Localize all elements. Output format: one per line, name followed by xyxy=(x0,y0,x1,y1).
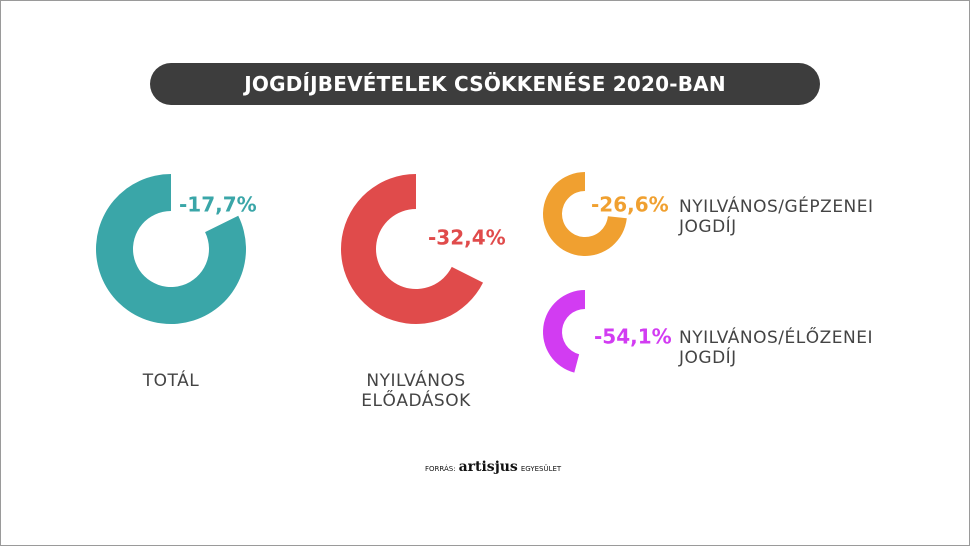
chart-title: JOGDÍJBEVÉTELEK CSÖKKENÉSE 2020-BAN xyxy=(244,72,726,96)
donut-caption-3: JOGDÍJ xyxy=(678,215,737,237)
source-prefix: FORRÁS: xyxy=(425,465,456,473)
donut-arc-3 xyxy=(543,172,627,257)
donut-caption-2: ELŐADÁSOK xyxy=(361,389,471,411)
source-credit: FORRÁS: artisjus EGYESÜLET xyxy=(425,459,561,475)
donut-arc-1 xyxy=(96,174,246,324)
donut-caption-2: NYILVÁNOS xyxy=(366,369,465,391)
donut-arc-2 xyxy=(341,174,484,324)
title-banner: JOGDÍJBEVÉTELEK CSÖKKENÉSE 2020-BAN xyxy=(150,63,820,105)
donut-value-label-4: -54,1% xyxy=(594,325,672,349)
donut-value-label-3: -26,6% xyxy=(591,193,669,217)
donut-value-label-2: -32,4% xyxy=(428,226,506,250)
donut-caption-3: NYILVÁNOS/GÉPZENEI xyxy=(679,195,874,217)
artisjus-logo: artisjus xyxy=(458,459,518,475)
donut-value-label-1: -17,7% xyxy=(179,193,257,217)
donut-caption-4: NYILVÁNOS/ÉLŐZENEI xyxy=(679,326,873,348)
donut-caption-1: TOTÁL xyxy=(142,369,199,391)
donut-caption-4: JOGDÍJ xyxy=(678,346,737,368)
source-suffix: EGYESÜLET xyxy=(520,465,562,473)
donut-arc-4 xyxy=(542,290,585,373)
